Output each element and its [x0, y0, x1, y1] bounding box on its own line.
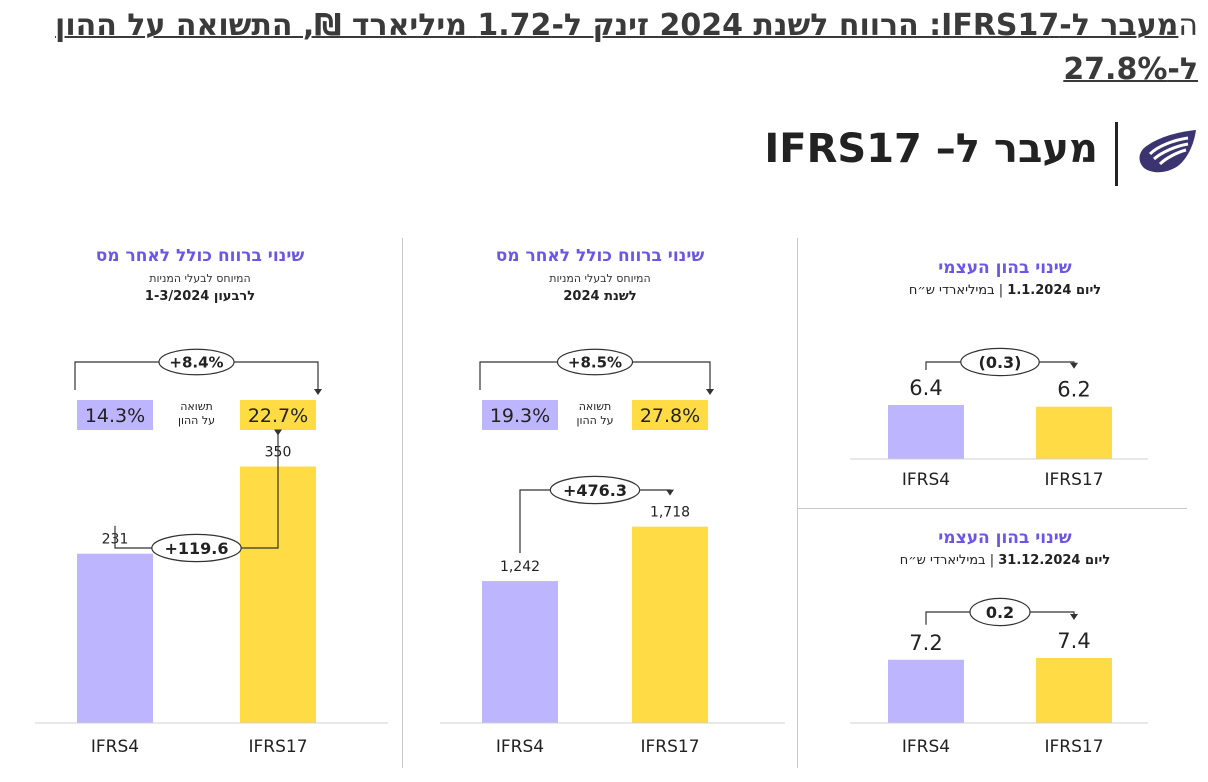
section-title: מעבר ל– IFRS17 [764, 126, 1098, 172]
year_roe-series-label-line-1: תשואה [579, 400, 612, 413]
quarter_roe-value-ifrs4: 14.3% [85, 405, 145, 427]
headline: המעבר ל-IFRS17: הרווח לשנת 2024 זינק ל-1… [8, 4, 1198, 92]
equity-end-title: שינוי בהון העצמי [938, 528, 1072, 548]
equity-end-date-row: ליום 31.12.2024 | במיליארדי ש״ח [899, 553, 1111, 568]
headline-first-letter: ה [1178, 8, 1198, 43]
year_profit-connector-arrow-icon [666, 489, 674, 496]
year_profit-value-label-ifrs4: 1,242 [500, 559, 540, 575]
equity_end-category-label-ifrs4: IFRS4 [902, 737, 950, 757]
equity_end-connector-arrow-icon [1070, 614, 1078, 620]
quarter_profit-connector-arrow-icon [274, 429, 282, 436]
quarter_roe-value-ifrs17: 22.7% [248, 405, 308, 427]
year_roe-value-ifrs4: 19.3% [490, 405, 550, 427]
equity_start-value-label-ifrs17: 6.2 [1057, 378, 1090, 402]
equity_end-change-label: 0.2 [986, 603, 1014, 622]
divider-left [402, 238, 403, 768]
quarter_profit-category-label-ifrs17: IFRS17 [248, 737, 307, 757]
quarter_profit-change-label: +119.6 [164, 539, 228, 558]
equity-end-date: ליום 31.12.2024 [998, 553, 1111, 568]
equity_start-category-label-ifrs4: IFRS4 [902, 470, 950, 490]
quarter_roe-box-ifrs4 [77, 400, 153, 430]
divider-right [797, 238, 798, 768]
quarter_roe-change-oval [158, 348, 235, 376]
equity_start-change-label: (0.3) [979, 353, 1022, 372]
year_roe-box-ifrs4 [482, 400, 558, 430]
year_roe-series-label-line-2: על ההון [576, 414, 613, 427]
quarter_profit-category-label-ifrs4: IFRS4 [91, 737, 139, 757]
headline-text: מעבר ל-IFRS17: הרווח לשנת 2024 זינק ל-1.… [55, 8, 1198, 87]
equity-end-unit: במיליארדי ש״ח [899, 553, 986, 568]
equity_end-change-oval [969, 597, 1031, 627]
quarter_profit-bar-ifrs4 [77, 553, 153, 723]
divider-equity [797, 508, 1187, 509]
equity_start-connector-arrow-icon [1070, 362, 1078, 369]
equity_end-category-label-ifrs17: IFRS17 [1044, 737, 1103, 757]
year_roe-value-ifrs17: 27.8% [640, 405, 700, 427]
equity-start-date-row: ליום 1.1.2024 | במיליארדי ש״ח [908, 283, 1102, 298]
year_profit-change-oval [549, 475, 641, 505]
quarter_roe-connector-arrow-icon [314, 389, 322, 395]
quarter_roe-change-label: +8.4% [169, 353, 223, 371]
equity_start-value-label-ifrs4: 6.4 [909, 376, 942, 400]
year_roe-connector-arrow-icon [706, 389, 714, 395]
year_roe-change-label: +8.5% [568, 353, 622, 371]
equity_start-category-label-ifrs17: IFRS17 [1044, 470, 1103, 490]
year_profit-category-label-ifrs17: IFRS17 [640, 737, 699, 757]
quarter-panel-title: שינוי ברווח כולל לאחר מס [95, 246, 305, 266]
company-logo-icon [1139, 130, 1196, 173]
title-separator [1115, 122, 1118, 186]
section-header: מעבר ל– IFRS17 [678, 120, 1198, 190]
equity-start-title: שינוי בהון העצמי [938, 258, 1072, 278]
equity_end-bar-ifrs4 [888, 659, 964, 723]
quarter_roe-series-label-line-2: על ההון [178, 414, 215, 427]
quarter_roe-box-ifrs17 [240, 400, 316, 430]
year-panel-title: שינוי ברווח כולל לאחר מס [495, 246, 705, 266]
equity_start-bar-ifrs17 [1036, 406, 1112, 459]
quarter_roe-series-label-line-1: תשואה [180, 400, 213, 413]
year_profit-value-label-ifrs17: 1,718 [650, 505, 690, 521]
equity_end-value-label-ifrs17: 7.4 [1057, 629, 1090, 653]
equity_start-bar-ifrs4 [888, 405, 964, 459]
equity_end-bar-ifrs17 [1036, 658, 1112, 723]
year_roe-change-oval [556, 348, 634, 376]
year_profit-change-label: +476.3 [563, 481, 627, 500]
equity-start-date: ליום 1.1.2024 [1007, 283, 1102, 298]
quarter-panel-subtitle: המיוחס לבעלי המניות [149, 272, 251, 285]
equity_start-change-oval [960, 347, 1040, 377]
year-panel-subtitle: המיוחס לבעלי המניות [549, 272, 651, 285]
quarter_profit-change-oval [151, 533, 242, 563]
year_roe-box-ifrs17 [632, 400, 708, 430]
year_profit-bar-ifrs4 [482, 581, 558, 723]
year_profit-bar-ifrs17 [632, 526, 708, 723]
quarter-panel-period: לרבעון 1-3/2024 [144, 289, 256, 304]
equity-start-unit: במיליארדי ש״ח [908, 283, 995, 298]
equity_end-value-label-ifrs4: 7.2 [909, 631, 942, 655]
year_profit-category-label-ifrs4: IFRS4 [496, 737, 544, 757]
year-panel-period: לשנת 2024 [563, 289, 637, 304]
